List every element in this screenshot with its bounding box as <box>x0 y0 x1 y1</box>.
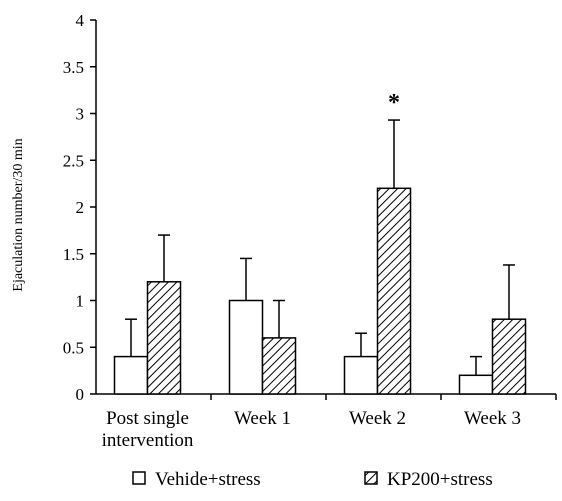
bar-kp200-stress <box>376 187 412 395</box>
bar-kp200-stress <box>261 337 297 395</box>
chart-labels: Ejaculation number/30 min Post singleinte… <box>11 90 521 451</box>
significance-marker: * <box>388 90 400 116</box>
x-category-label: intervention <box>102 430 194 451</box>
y-tick-label: 0 <box>76 385 85 404</box>
bar-vehide-stress <box>228 299 264 395</box>
y-axis-label: Ejaculation number/30 min <box>11 138 26 291</box>
x-category-label: Week 3 <box>464 408 521 429</box>
y-tick-label: 1 <box>76 292 85 311</box>
y-tick-label: 0.5 <box>63 338 84 357</box>
chart-axes: 0 0.5 1 1.5 2 2.5 3 3.5 4 <box>63 11 557 404</box>
x-category-label: Week 2 <box>349 408 406 429</box>
chart-legend: Vehide+stress KP200+stress <box>132 469 493 490</box>
bar-kp200-stress <box>491 318 527 395</box>
bar-vehide-stress <box>458 374 494 395</box>
legend-swatch-kp200-stress <box>364 471 378 485</box>
x-category-label: Post single <box>106 408 189 429</box>
bar-vehide-stress <box>343 355 379 395</box>
y-tick-label: 2 <box>76 198 85 217</box>
legend-label-kp200-stress: KP200+stress <box>387 469 493 490</box>
y-tick-label: 1.5 <box>63 245 84 264</box>
y-tick-label: 4 <box>76 11 85 30</box>
chart-bars <box>113 119 527 395</box>
bar-vehide-stress <box>113 355 149 395</box>
legend-swatch-vehide-stress <box>132 471 146 485</box>
bar-kp200-stress <box>146 281 182 395</box>
y-tick-label: 2.5 <box>63 151 84 170</box>
y-tick-label: 3.5 <box>63 58 84 77</box>
y-tick-label: 3 <box>76 105 85 124</box>
x-category-label: Week 1 <box>234 408 291 429</box>
legend-label-vehide-stress: Vehide+stress <box>155 469 261 490</box>
